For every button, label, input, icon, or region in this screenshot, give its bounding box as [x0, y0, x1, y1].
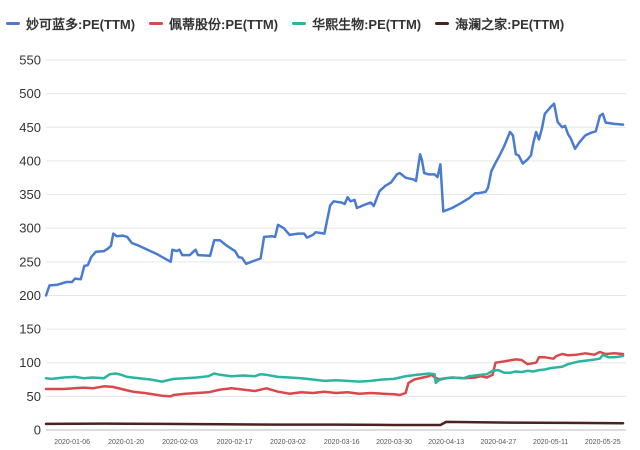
- x-tick-label: 2020-03-02: [270, 439, 306, 446]
- x-tick-label: 2020-05-25: [585, 439, 621, 446]
- x-tick-label: 2020-02-17: [217, 439, 253, 446]
- y-tick-label: 150: [19, 322, 41, 337]
- legend-swatch-huaxi: [292, 21, 307, 25]
- y-tick-label: 500: [19, 86, 41, 101]
- series-line-2[interactable]: [44, 353, 625, 385]
- x-tick-label: 2020-03-16: [324, 439, 360, 446]
- y-tick-label: 100: [19, 355, 41, 370]
- y-tick-label: 400: [19, 153, 41, 168]
- legend-label-miaokelanduo: 妙可蓝多:PE(TTM): [26, 16, 136, 32]
- y-tick-label: 350: [19, 187, 41, 202]
- legend-swatch-peidi: [149, 21, 164, 25]
- legend-swatch-hailan: [435, 21, 450, 25]
- y-tick-label: 300: [19, 221, 41, 236]
- x-tick-label: 2020-03-30: [376, 439, 412, 446]
- chart-legend: 妙可蓝多:PE(TTM) 佩蒂股份:PE(TTM) 华熙生物:PE(TTM) 海…: [6, 14, 578, 32]
- x-tick-label: 2020-01-06: [54, 439, 90, 446]
- legend-label-peidi: 佩蒂股份:PE(TTM): [169, 16, 279, 32]
- y-tick-label: 50: [27, 389, 41, 404]
- x-tick-label: 2020-04-13: [428, 439, 464, 446]
- x-tick-label: 2020-04-27: [480, 439, 516, 446]
- y-tick-label: 200: [19, 288, 41, 303]
- legend-label-hailan: 海澜之家:PE(TTM): [455, 16, 565, 32]
- legend-item-hailan[interactable]: 海澜之家:PE(TTM): [435, 14, 564, 33]
- x-tick-label: 2020-02-03: [162, 439, 198, 446]
- series-line-0[interactable]: [44, 102, 625, 297]
- y-tick-label: 550: [19, 53, 41, 68]
- legend-item-huaxi[interactable]: 华熙生物:PE(TTM): [292, 14, 421, 33]
- series-line-3[interactable]: [44, 420, 625, 427]
- legend-label-huaxi: 华熙生物:PE(TTM): [312, 16, 422, 32]
- y-tick-label: 0: [34, 423, 41, 438]
- x-tick-label: 2020-05-11: [533, 439, 568, 446]
- legend-item-miaokelanduo[interactable]: 妙可蓝多:PE(TTM): [6, 14, 135, 33]
- x-tick-label: 2020-01-20: [108, 439, 144, 446]
- y-tick-label: 250: [19, 254, 41, 269]
- legend-swatch-miaokelanduo: [6, 21, 20, 25]
- y-tick-label: 450: [19, 120, 41, 135]
- series-line-1[interactable]: [44, 350, 625, 398]
- legend-item-peidi[interactable]: 佩蒂股份:PE(TTM): [149, 14, 278, 33]
